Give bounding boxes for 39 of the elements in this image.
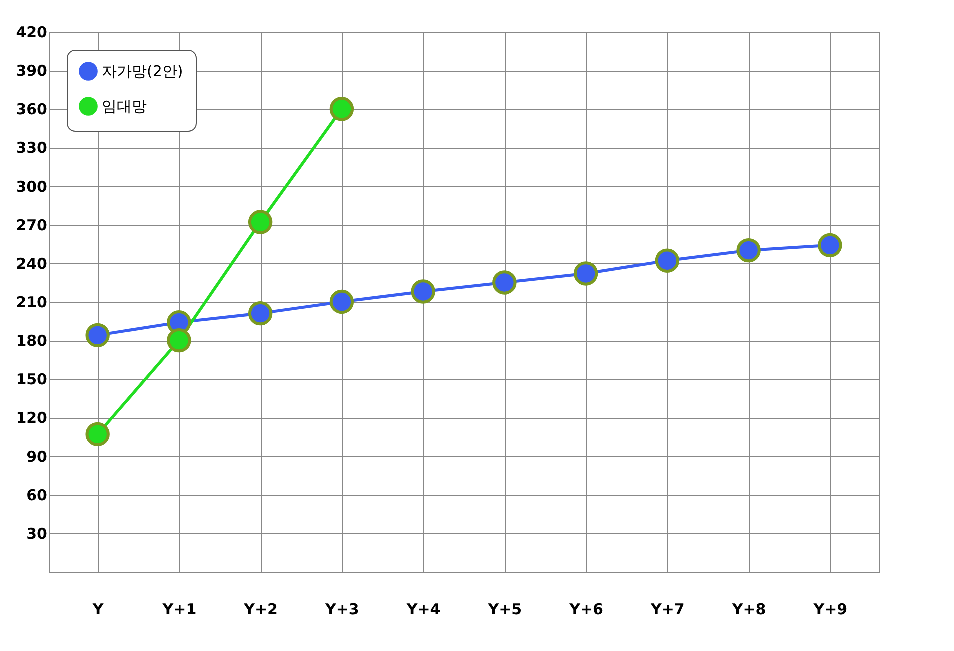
x-tick-label: Y+4 — [406, 600, 441, 618]
y-tick-label: 240 — [16, 254, 48, 273]
y-tick-label: 90 — [26, 448, 48, 466]
x-tick-label: Y+7 — [650, 600, 685, 618]
y-tick-label: 360 — [16, 100, 48, 119]
legend-label: 자가망(2안) — [102, 62, 184, 80]
point — [330, 97, 354, 122]
y-tick-label: 330 — [16, 139, 48, 158]
x-tick-label: Y — [92, 600, 105, 618]
y-tick-label: 300 — [16, 178, 48, 196]
point — [330, 290, 354, 314]
point — [574, 262, 598, 286]
point — [492, 270, 517, 295]
legend-label: 임대망 — [102, 98, 147, 116]
y-tick-label: 60 — [26, 486, 48, 504]
x-tick-label: Y+1 — [162, 600, 197, 618]
y-tick-label: 390 — [16, 62, 48, 80]
y-tick-label: 270 — [16, 216, 48, 234]
point — [86, 323, 110, 348]
point — [655, 248, 680, 273]
point — [86, 422, 110, 447]
point — [411, 280, 436, 304]
x-tick-label: Y+2 — [243, 600, 278, 618]
y-tick-label: 180 — [16, 332, 48, 350]
x-tick-label: Y+3 — [324, 600, 360, 618]
point — [818, 233, 842, 258]
point — [248, 210, 273, 234]
x-tick-label: Y+5 — [487, 600, 522, 618]
y-tick-label: 150 — [16, 370, 48, 389]
x-tick-label: Y+9 — [812, 600, 848, 618]
point — [736, 238, 761, 263]
x-tick-label: Y+8 — [731, 600, 766, 618]
y-tick-label: 210 — [16, 294, 48, 312]
y-tick-label: 30 — [26, 524, 48, 543]
y-tick-label: 120 — [16, 409, 48, 428]
x-tick-label: Y+6 — [568, 600, 604, 618]
point — [167, 328, 192, 353]
y-tick-label: 420 — [16, 24, 48, 42]
point — [248, 301, 273, 326]
